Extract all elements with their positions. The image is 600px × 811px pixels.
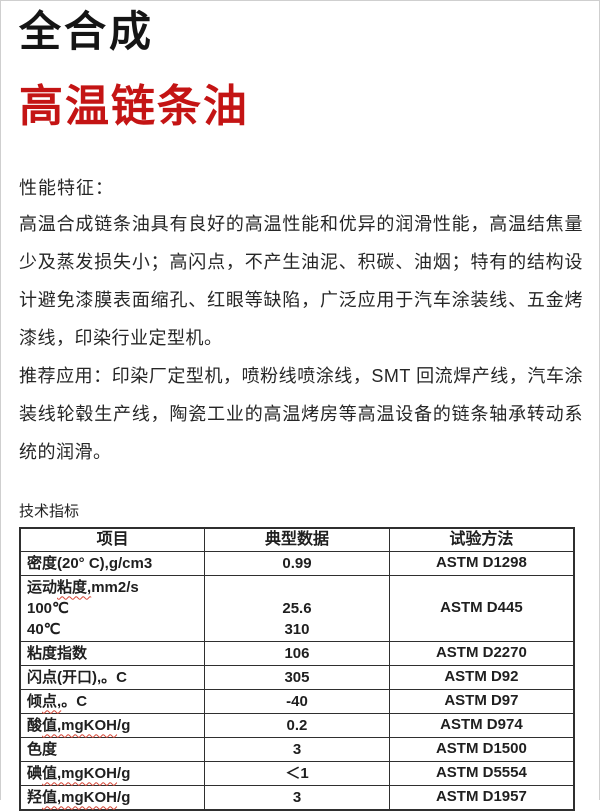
value-cell: ＜1 xyxy=(204,760,390,786)
spellcheck-squiggle-text: 值,mgKOH xyxy=(42,788,118,806)
item-cell: 密度(20° C),g/cm3 xyxy=(19,550,206,576)
item-line: 酸值,mgKOH/g xyxy=(27,715,198,736)
value-cell: 3 xyxy=(204,736,390,762)
item-cell: 运动粘度,mm2/s 100℃ 40℃ xyxy=(19,574,206,642)
value-line: 0.2 xyxy=(286,716,308,734)
value-line: 0.99 xyxy=(282,554,312,572)
item-text: 40℃ xyxy=(27,620,61,638)
value-line: 3 xyxy=(292,740,302,758)
table-row: 闪点(开口),。C 305 ASTM D92 xyxy=(19,664,575,690)
table-header-row: 项目 典型数据 试验方法 xyxy=(19,527,575,552)
item-cell: 倾点,。C xyxy=(19,688,206,714)
method-cell: ASTM D5554 xyxy=(388,760,575,786)
column-header: 项目 xyxy=(19,527,206,552)
method-cell: ASTM D974 xyxy=(388,712,575,738)
method-cell: ASTM D1298 xyxy=(388,550,575,576)
features-paragraph: 高温合成链条油具有良好的高温性能和优异的润滑性能，高温结焦量少及蒸发损失小；高闪… xyxy=(19,213,583,348)
value-line: ＜1 xyxy=(285,764,309,782)
spellcheck-squiggle-text: 粘度, xyxy=(57,578,92,596)
table-row: 羟值,mgKOH/g 3 ASTM D1957 xyxy=(19,784,575,811)
item-cell: 色度 xyxy=(19,736,206,762)
spellcheck-squiggle-text: 值,mgKOH xyxy=(42,716,118,734)
item-cell: 闪点(开口),。C xyxy=(19,664,206,690)
table-row: 粘度指数 106 ASTM D2270 xyxy=(19,640,575,666)
value-cell: 25.6 310 xyxy=(204,574,390,642)
item-line: 100℃ xyxy=(27,598,198,619)
spellcheck-squiggle-text: 点, xyxy=(42,692,62,710)
method-cell: ASTM D1500 xyxy=(388,736,575,762)
table-row: 密度(20° C),g/cm3 0.99 ASTM D1298 xyxy=(19,550,575,576)
spellcheck-squiggle-text: 值,mgKOH xyxy=(42,764,118,782)
value-cell: 3 xyxy=(204,784,390,811)
value-line: 25.6 xyxy=(282,599,312,617)
item-line: 40℃ xyxy=(27,619,198,640)
specs-table-body: 密度(20° C),g/cm3 0.99 ASTM D1298 运动粘度,mm2/s 1… xyxy=(19,550,575,811)
method-cell: ASTM D445 xyxy=(388,574,575,642)
item-text: /g xyxy=(117,716,131,734)
item-cell: 粘度指数 xyxy=(19,640,206,666)
value-cell: 106 xyxy=(204,640,390,666)
item-text: /g xyxy=(117,788,131,806)
item-text: 。C xyxy=(61,692,88,710)
specs-table: 项目 典型数据 试验方法 密度(20° C),g/cm3 0.99 ASTM D1298… xyxy=(19,526,575,811)
item-text: mm2/s xyxy=(91,578,139,596)
item-text: 色度 xyxy=(27,740,58,758)
column-header: 试验方法 xyxy=(388,527,575,552)
item-text: 倾 xyxy=(27,692,43,710)
item-text: 密度(20° C),g/cm3 xyxy=(27,554,153,572)
table-row: 色度 3 ASTM D1500 xyxy=(19,736,575,762)
specs-table-caption: 技术指标 xyxy=(19,502,80,520)
features-heading: 性能特征： xyxy=(19,177,114,198)
item-line: 闪点(开口),。C xyxy=(27,667,198,688)
item-text: 粘度指数 xyxy=(27,644,88,662)
item-text: 酸 xyxy=(27,716,43,734)
value-line: 305 xyxy=(284,668,310,686)
table-row: 运动粘度,mm2/s 100℃ 40℃ 25.6 310 ASTM D445 xyxy=(19,574,575,642)
product-name-title: 高温链条油 xyxy=(19,82,249,132)
method-cell: ASTM D1957 xyxy=(388,784,575,811)
method-cell: ASTM D2270 xyxy=(388,640,575,666)
value-cell: 0.2 xyxy=(204,712,390,738)
value-line: 106 xyxy=(284,644,310,662)
item-line: 色度 xyxy=(27,739,198,760)
value-cell: 305 xyxy=(204,664,390,690)
item-line: 运动粘度,mm2/s xyxy=(27,577,198,598)
item-line: 羟值,mgKOH/g xyxy=(27,787,198,808)
product-line-title: 全合成 xyxy=(19,8,155,55)
item-text: 100℃ xyxy=(27,599,69,617)
value-line: -40 xyxy=(286,692,308,710)
value-cell: -40 xyxy=(204,688,390,714)
item-text: /g xyxy=(117,764,131,782)
item-line: 密度(20° C),g/cm3 xyxy=(27,553,198,574)
item-text: 运动 xyxy=(27,578,58,596)
method-cell: ASTM D97 xyxy=(388,688,575,714)
item-text: 羟 xyxy=(27,788,43,806)
table-row: 碘值,mgKOH/g ＜1 ASTM D5554 xyxy=(19,760,575,786)
item-cell: 酸值,mgKOH/g xyxy=(19,712,206,738)
method-cell: ASTM D92 xyxy=(388,664,575,690)
value-cell: 0.99 xyxy=(204,550,390,576)
item-cell: 羟值,mgKOH/g xyxy=(19,784,206,811)
specs-table-head: 项目 典型数据 试验方法 xyxy=(19,527,575,552)
applications-paragraph: 推荐应用：印染厂定型机，喷粉线喷涂线，SMT 回流焊产线，汽车涂装线轮毂生产线，… xyxy=(19,365,583,462)
value-line: 310 xyxy=(284,620,310,638)
table-row: 倾点,。C -40 ASTM D97 xyxy=(19,688,575,714)
item-line: 倾点,。C xyxy=(27,691,198,712)
item-text: 闪点(开口),。C xyxy=(27,668,127,686)
value-line: 3 xyxy=(292,788,302,806)
item-line: 粘度指数 xyxy=(27,643,198,664)
column-header: 典型数据 xyxy=(204,527,390,552)
item-line: 碘值,mgKOH/g xyxy=(27,763,198,784)
item-cell: 碘值,mgKOH/g xyxy=(19,760,206,786)
value-line xyxy=(211,577,383,598)
table-row: 酸值,mgKOH/g 0.2 ASTM D974 xyxy=(19,712,575,738)
item-text: 碘 xyxy=(27,764,43,782)
